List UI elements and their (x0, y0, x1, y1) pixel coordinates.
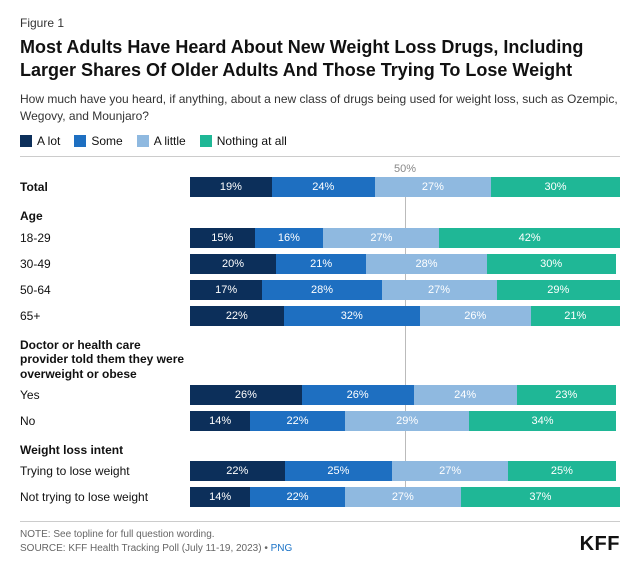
chart-question: How much have you heard, if anything, ab… (20, 91, 620, 125)
bar: 20%21%28%30% (190, 254, 620, 274)
bar-segment: 21% (531, 306, 620, 326)
bar-segment: 21% (276, 254, 366, 274)
bar-segment: 27% (345, 487, 461, 507)
brand-logo: KFF (580, 533, 620, 556)
bar-segment: 27% (375, 177, 491, 197)
chart-row: 50-6417%28%27%29% (20, 280, 620, 300)
group-header: Age (20, 203, 190, 227)
row-label: 50-64 (20, 283, 190, 297)
bar: 22%32%26%21% (190, 306, 620, 326)
row-label: Trying to lose weight (20, 464, 190, 478)
legend-item: A lot (20, 134, 60, 148)
legend-item: Some (74, 134, 122, 148)
bar: 14%22%27%37% (190, 487, 620, 507)
bar-segment: 17% (190, 280, 262, 300)
chart-row: 65+22%32%26%21% (20, 306, 620, 326)
bar-segment: 27% (382, 280, 497, 300)
group-header: Doctor or health care provider told them… (20, 332, 190, 385)
bar-segment: 20% (190, 254, 276, 274)
bar-segment: 16% (255, 228, 324, 248)
footer: NOTE: See topline for full question word… (20, 521, 620, 556)
bar-segment: 23% (517, 385, 616, 405)
chart-row: Trying to lose weight22%25%27%25% (20, 461, 620, 481)
legend-label: A little (154, 134, 186, 148)
bar-segment: 30% (487, 254, 616, 274)
bar: 17%28%27%29% (190, 280, 620, 300)
row-label: Total (20, 180, 190, 194)
footnotes: NOTE: See topline for full question word… (20, 528, 292, 556)
bar-segment: 25% (285, 461, 393, 481)
legend-label: A lot (37, 134, 60, 148)
chart-area: 50% Total19%24%27%30%Age18-2915%16%27%42… (20, 163, 620, 507)
bar-segment: 28% (262, 280, 381, 300)
bar-segment: 26% (420, 306, 531, 326)
row-label: 65+ (20, 309, 190, 323)
bar-segment: 22% (190, 461, 285, 481)
bar-segment: 28% (366, 254, 486, 274)
bar: 14%22%29%34% (190, 411, 620, 431)
chart-title: Most Adults Have Heard About New Weight … (20, 36, 620, 83)
bar: 19%24%27%30% (190, 177, 620, 197)
legend-swatch (20, 135, 32, 147)
row-label: Not trying to lose weight (20, 490, 190, 504)
row-label: 30-49 (20, 257, 190, 271)
figure-container: Figure 1 Most Adults Have Heard About Ne… (0, 0, 640, 568)
bar-segment: 19% (190, 177, 272, 197)
bar-segment: 37% (461, 487, 620, 507)
bar-segment: 27% (392, 461, 508, 481)
legend-swatch (74, 135, 86, 147)
legend-item: Nothing at all (200, 134, 287, 148)
bar-segment: 22% (250, 411, 345, 431)
bar-segment: 34% (469, 411, 615, 431)
bar: 22%25%27%25% (190, 461, 620, 481)
source-line: SOURCE: KFF Health Tracking Poll (July 1… (20, 542, 292, 556)
chart-rows: Total19%24%27%30%Age18-2915%16%27%42%30-… (20, 163, 620, 507)
legend: A lot Some A little Nothing at all (20, 134, 620, 148)
bar-segment: 14% (190, 487, 250, 507)
bar-segment: 42% (439, 228, 620, 248)
chart-row: Total19%24%27%30% (20, 177, 620, 197)
divider (20, 156, 620, 157)
legend-item: A little (137, 134, 186, 148)
bar-segment: 29% (345, 411, 470, 431)
bar-segment: 15% (190, 228, 255, 248)
bar-segment: 32% (284, 306, 420, 326)
row-label: 18-29 (20, 231, 190, 245)
chart-row: No14%22%29%34% (20, 411, 620, 431)
legend-swatch (137, 135, 149, 147)
source-text: SOURCE: KFF Health Tracking Poll (July 1… (20, 543, 271, 554)
chart-row: 18-2915%16%27%42% (20, 228, 620, 248)
bar: 26%26%24%23% (190, 385, 620, 405)
legend-swatch (200, 135, 212, 147)
row-label: Yes (20, 388, 190, 402)
row-label: No (20, 414, 190, 428)
bar-segment: 30% (491, 177, 620, 197)
source-link[interactable]: PNG (271, 543, 293, 554)
bar-segment: 22% (190, 306, 284, 326)
bar-segment: 24% (414, 385, 517, 405)
note-text: NOTE: See topline for full question word… (20, 528, 292, 542)
chart-row: 30-4920%21%28%30% (20, 254, 620, 274)
legend-label: Nothing at all (217, 134, 287, 148)
figure-label: Figure 1 (20, 16, 620, 30)
bar-segment: 26% (302, 385, 414, 405)
bar-segment: 26% (190, 385, 302, 405)
chart-row: Yes26%26%24%23% (20, 385, 620, 405)
legend-label: Some (91, 134, 122, 148)
bar-segment: 24% (272, 177, 375, 197)
bar-segment: 27% (323, 228, 439, 248)
bar-segment: 25% (508, 461, 616, 481)
group-header: Weight loss intent (20, 437, 190, 461)
bar: 15%16%27%42% (190, 228, 620, 248)
chart-row: Not trying to lose weight14%22%27%37% (20, 487, 620, 507)
bar-segment: 29% (497, 280, 620, 300)
bar-segment: 14% (190, 411, 250, 431)
bar-segment: 22% (250, 487, 345, 507)
